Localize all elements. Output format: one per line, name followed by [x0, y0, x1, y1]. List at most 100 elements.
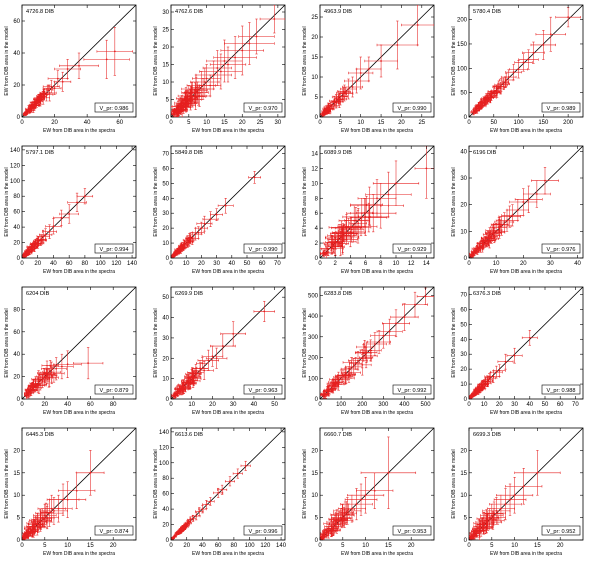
- data-point: [174, 394, 177, 396]
- data-point: [201, 362, 204, 365]
- data-points: [171, 171, 261, 258]
- data-point: [498, 231, 501, 234]
- y-tick-label: 30: [460, 176, 467, 182]
- y-tick-label: 2: [315, 241, 319, 247]
- panel: 0 20 40 60 80 100 120 140 0 20 40 60 80 100 120 140 5797…: [4, 145, 138, 275]
- y-tick-label: 0: [166, 397, 170, 403]
- y-tick-label: 100: [10, 179, 21, 185]
- y-tick-label: 5: [166, 98, 170, 104]
- panel: 0 5 10 15 20 25 0 5 10 15 20 25 4963.9 DIB V_pr: 0.99…: [302, 4, 435, 134]
- data-point: [66, 68, 69, 70]
- data-points: [22, 188, 94, 258]
- panel-title: 4963.9 DIB: [324, 9, 352, 15]
- data-points: [171, 5, 285, 117]
- data-points: [320, 146, 434, 258]
- data-point: [334, 245, 337, 247]
- data-point: [489, 236, 492, 238]
- data-point: [56, 77, 59, 80]
- data-point: [172, 395, 175, 398]
- data-point: [327, 107, 330, 110]
- data-point: [535, 193, 538, 195]
- x-tick-label: 25: [418, 120, 425, 126]
- y-tick-label: 40: [13, 352, 20, 358]
- x-tick-label: 20: [41, 402, 48, 408]
- data-point: [355, 80, 358, 82]
- data-point: [223, 60, 226, 62]
- data-point: [197, 231, 200, 234]
- x-tick-label: 0: [467, 261, 471, 267]
- y-tick-label: 15: [162, 63, 169, 69]
- correlation-label: V_pr: 0.929: [398, 247, 427, 253]
- x-axis-label: EW from DIB area in the spectra: [43, 269, 115, 275]
- data-point: [39, 384, 42, 387]
- y-axis-label: EW from DIB area in the model: [302, 167, 308, 236]
- data-point: [492, 232, 495, 235]
- data-point: [113, 50, 116, 53]
- x-tick-label: 8: [379, 261, 383, 267]
- x-tick-label: 0: [20, 261, 24, 267]
- y-tick-label: 20: [162, 226, 169, 232]
- correlation-box: [94, 384, 134, 395]
- y-tick-label: 15: [311, 55, 318, 61]
- data-point: [484, 239, 487, 242]
- y-tick-label: 20: [311, 35, 318, 41]
- data-points: [469, 167, 559, 258]
- y-axis-label: EW from DIB area in the model: [153, 167, 159, 236]
- x-tick-label: 40: [574, 261, 581, 267]
- panel-title: 4762.6 DIB: [175, 9, 203, 15]
- data-point: [46, 373, 49, 376]
- correlation-box: [541, 243, 581, 254]
- data-point: [253, 176, 256, 179]
- data-point: [25, 393, 28, 396]
- y-tick-label: 10: [311, 75, 318, 81]
- data-point: [172, 113, 175, 116]
- x-tick-label: 0: [169, 261, 173, 267]
- x-tick-label: 20: [239, 120, 246, 126]
- data-point: [495, 92, 498, 94]
- x-tick-label: 0: [20, 402, 24, 408]
- x-axis-label: EW from DIB area in the spectra: [192, 269, 264, 275]
- data-point: [221, 345, 224, 347]
- y-tick-label: 50: [162, 295, 169, 301]
- data-point: [495, 230, 498, 233]
- y-tick-label: 4: [315, 226, 319, 232]
- x-tick-label: 0: [169, 402, 173, 408]
- data-points: [320, 5, 434, 117]
- y-tick-label: 30: [162, 336, 169, 342]
- panel-title: 6196 DIB: [473, 150, 497, 156]
- data-point: [50, 374, 53, 377]
- data-point: [470, 255, 472, 258]
- data-point: [191, 374, 194, 377]
- correlation-box: [392, 102, 432, 113]
- data-point: [207, 359, 210, 362]
- x-tick-label: 0: [20, 120, 24, 126]
- data-point: [87, 362, 90, 365]
- data-point: [42, 238, 45, 241]
- panel-title: 6204 DIB: [26, 291, 50, 297]
- data-point: [549, 33, 552, 36]
- data-point: [52, 225, 55, 228]
- data-point: [184, 99, 186, 102]
- y-tick-label: 20: [162, 45, 169, 51]
- data-point: [45, 372, 48, 375]
- x-tick-label: 15: [378, 120, 385, 126]
- x-tick-label: 5: [339, 120, 343, 126]
- correlation-box: [243, 243, 283, 254]
- data-point: [481, 242, 484, 245]
- x-tick-label: 25: [257, 120, 264, 126]
- data-point: [205, 77, 208, 80]
- y-tick-label: 0: [464, 256, 468, 262]
- data-point: [41, 93, 44, 96]
- data-point: [194, 372, 197, 375]
- y-tick-label: 40: [460, 149, 467, 155]
- data-point: [522, 201, 525, 203]
- data-point: [212, 74, 215, 76]
- data-point: [33, 104, 36, 107]
- x-tick-label: 2: [334, 261, 338, 267]
- data-point: [28, 109, 31, 112]
- panel-title: 4726.8 DIB: [26, 9, 54, 15]
- data-point: [186, 242, 189, 244]
- data-point: [38, 97, 41, 100]
- data-point: [480, 104, 483, 107]
- data-point: [55, 367, 58, 370]
